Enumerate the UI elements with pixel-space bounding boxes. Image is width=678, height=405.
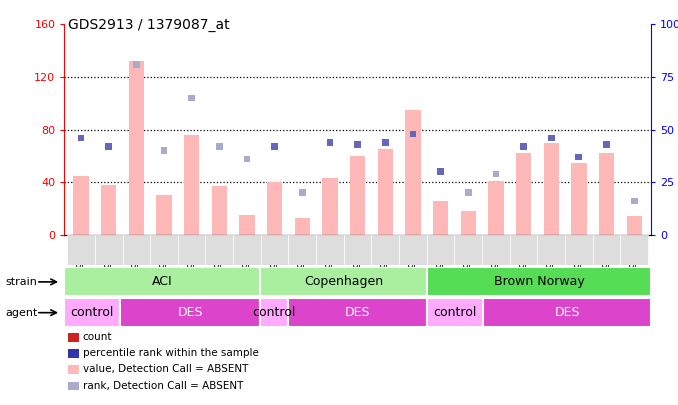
Text: DES: DES	[345, 306, 370, 319]
Bar	[178, 235, 205, 265]
Bar	[626, 216, 642, 235]
Bar	[295, 218, 310, 235]
Bar	[482, 235, 510, 265]
Bar	[101, 185, 117, 235]
Bar	[95, 235, 123, 265]
Bar	[260, 267, 427, 296]
Bar	[120, 298, 260, 327]
Bar	[205, 235, 233, 265]
Bar	[460, 211, 476, 235]
Bar	[399, 235, 427, 265]
Text: value, Detection Call = ABSENT: value, Detection Call = ABSENT	[83, 364, 248, 374]
Bar	[372, 235, 399, 265]
Bar	[465, 190, 472, 196]
Bar	[157, 196, 172, 235]
Bar	[520, 143, 527, 150]
Text: count: count	[83, 332, 113, 342]
Bar	[288, 298, 427, 327]
Bar	[603, 141, 610, 148]
Bar	[184, 135, 199, 235]
Bar	[488, 181, 504, 235]
Text: GDS2913 / 1379087_at: GDS2913 / 1379087_at	[68, 18, 229, 32]
Bar	[77, 135, 85, 141]
Bar	[233, 235, 261, 265]
Bar	[64, 267, 260, 296]
Bar	[427, 235, 454, 265]
Bar	[299, 190, 306, 196]
Bar	[454, 235, 482, 265]
Bar	[133, 61, 140, 68]
Bar	[161, 147, 167, 154]
Text: Brown Norway: Brown Norway	[494, 275, 584, 288]
Bar	[410, 130, 416, 137]
Text: percentile rank within the sample: percentile rank within the sample	[83, 348, 258, 358]
Bar	[576, 153, 582, 160]
Bar	[64, 298, 120, 327]
Bar	[433, 201, 448, 235]
Bar	[216, 143, 223, 150]
Bar	[188, 95, 195, 101]
Bar	[150, 235, 178, 265]
Bar	[572, 162, 586, 235]
Text: Copenhagen: Copenhagen	[304, 275, 383, 288]
Text: control: control	[434, 306, 477, 319]
Bar	[243, 156, 250, 162]
Bar	[105, 143, 112, 150]
Bar	[327, 139, 334, 145]
Bar	[73, 176, 89, 235]
Bar	[516, 153, 532, 235]
Bar	[316, 235, 344, 265]
Bar	[437, 168, 444, 175]
Bar	[544, 143, 559, 235]
Text: strain: strain	[5, 277, 37, 287]
Bar	[322, 178, 338, 235]
Text: control: control	[71, 306, 114, 319]
Bar	[599, 153, 614, 235]
Bar	[344, 235, 372, 265]
Bar	[354, 141, 361, 148]
Bar	[382, 139, 388, 145]
Bar	[548, 135, 555, 141]
Bar	[261, 235, 288, 265]
Bar	[378, 149, 393, 235]
Bar	[350, 156, 365, 235]
Bar	[239, 215, 255, 235]
Bar	[593, 235, 620, 265]
Bar	[565, 235, 593, 265]
Bar	[620, 235, 648, 265]
Bar	[267, 182, 282, 235]
Bar	[631, 198, 638, 205]
Bar	[492, 171, 500, 177]
Bar	[123, 235, 150, 265]
Text: control: control	[252, 306, 296, 319]
Bar	[129, 61, 144, 235]
Bar	[67, 235, 95, 265]
Text: ACI: ACI	[152, 275, 172, 288]
Text: agent: agent	[5, 308, 38, 318]
Text: DES: DES	[555, 306, 580, 319]
Bar	[427, 267, 651, 296]
Bar	[538, 235, 565, 265]
Bar	[405, 110, 420, 235]
Bar	[212, 186, 227, 235]
Bar	[271, 143, 278, 150]
Bar	[288, 235, 316, 265]
Text: DES: DES	[178, 306, 203, 319]
Bar	[260, 298, 288, 327]
Text: rank, Detection Call = ABSENT: rank, Detection Call = ABSENT	[83, 381, 243, 390]
Bar	[510, 235, 538, 265]
Bar	[427, 298, 483, 327]
Bar	[483, 298, 651, 327]
